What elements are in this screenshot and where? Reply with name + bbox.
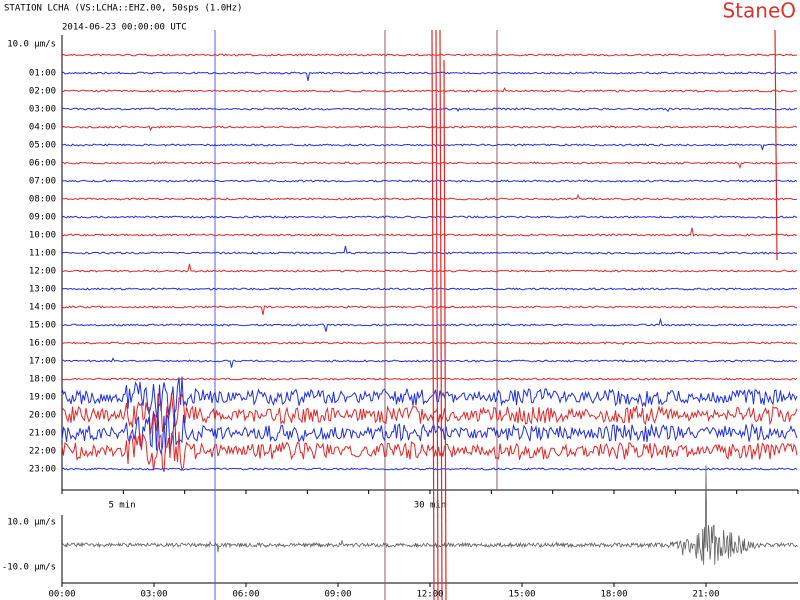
trace — [61, 411, 798, 456]
hour-label: 04:00 — [29, 123, 56, 133]
overview-time-label: 12:00 — [416, 590, 443, 600]
trace — [61, 305, 798, 315]
hour-label: 08:00 — [29, 195, 56, 205]
trace — [61, 143, 798, 151]
overview-top-label: 10.0 µm/s — [7, 518, 56, 528]
logo: StaneO — [722, 0, 796, 23]
hour-label: 20:00 — [29, 411, 56, 421]
hour-label: 07:00 — [29, 177, 56, 187]
trace — [61, 215, 798, 219]
trace — [61, 125, 798, 132]
trace — [61, 161, 797, 170]
trace — [61, 376, 798, 418]
trace — [62, 193, 798, 201]
hour-label: 06:00 — [29, 159, 56, 169]
hour-label: 23:00 — [29, 465, 56, 475]
event-spike — [443, 59, 447, 600]
hour-label: 10:00 — [29, 231, 56, 241]
overview-time-label: 09:00 — [324, 590, 351, 600]
event-spike — [439, 29, 443, 600]
station-title: STATION LCHA (VS:LCHA::EHZ.00, 50sps (1.… — [4, 4, 242, 14]
hour-label: 13:00 — [29, 285, 56, 295]
hour-label: 15:00 — [29, 321, 56, 331]
event-spike — [435, 29, 439, 600]
trace — [61, 227, 798, 237]
hour-label: 11:00 — [29, 249, 56, 259]
trace — [61, 392, 798, 435]
minute-label: 5 min — [108, 501, 135, 511]
hour-label: 14:00 — [29, 303, 56, 313]
trace — [61, 245, 798, 255]
trace — [61, 429, 798, 473]
hour-label: 21:00 — [29, 429, 56, 439]
hour-label: 02:00 — [29, 87, 56, 97]
trace — [61, 467, 798, 471]
hour-label: 22:00 — [29, 447, 56, 457]
date-label: 2014-06-23 00:00:00 UTC — [62, 23, 187, 33]
trace — [61, 71, 798, 81]
hour-label: 17:00 — [29, 357, 56, 367]
scale-label: 10.0 µm/s — [7, 40, 56, 50]
hour-label: 09:00 — [29, 213, 56, 223]
hour-label: 12:00 — [29, 267, 56, 277]
hour-label: 01:00 — [29, 69, 56, 79]
overview-time-label: 15:00 — [508, 590, 535, 600]
overview-time-label: 18:00 — [600, 590, 627, 600]
hour-label: 05:00 — [29, 141, 56, 151]
trace — [61, 87, 798, 93]
trace — [61, 377, 798, 381]
overview-trace — [61, 465, 799, 565]
trace — [61, 179, 798, 183]
hour-label: 18:00 — [29, 375, 56, 385]
event-spike — [774, 29, 778, 261]
hour-label: 19:00 — [29, 393, 56, 403]
hour-label: 03:00 — [29, 105, 56, 115]
overview-time-label: 00:00 — [48, 590, 75, 600]
trace — [61, 341, 797, 346]
overview-time-label: 21:00 — [692, 590, 719, 600]
overview-time-label: 03:00 — [140, 590, 167, 600]
event-spike — [431, 29, 435, 600]
overview-time-label: 06:00 — [232, 590, 259, 600]
trace — [61, 53, 798, 57]
hour-label: 16:00 — [29, 339, 56, 349]
trace — [61, 263, 798, 273]
trace — [61, 287, 797, 291]
overview-bottom-label: -10.0 µm/s — [2, 563, 56, 573]
minute-label: 30 min — [414, 501, 447, 511]
trace — [61, 357, 798, 368]
trace — [61, 107, 798, 113]
trace — [61, 317, 798, 332]
